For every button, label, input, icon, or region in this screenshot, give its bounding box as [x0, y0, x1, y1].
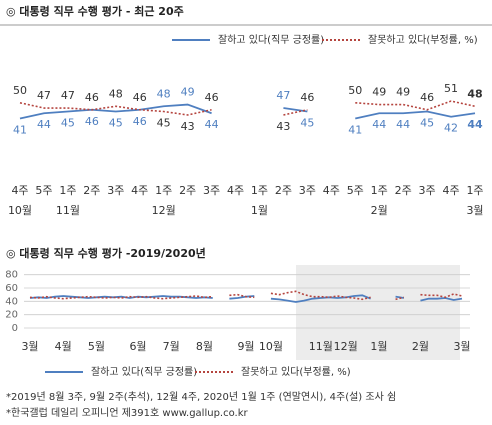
y-tick-label: 40	[5, 296, 18, 307]
value-label: 47	[276, 89, 290, 102]
x-tick-label: 11월	[56, 204, 80, 217]
series-line	[29, 294, 463, 303]
legend-label: 잘하고 있다(직무 긍정률)	[218, 33, 324, 46]
legend-label: 잘못하고 있다(부정률, %)	[368, 33, 478, 46]
chart-title: ◎ 대통령 직무 수행 평가 -2019/2020년	[6, 246, 206, 260]
value-label: 44	[467, 118, 483, 131]
series-line	[19, 100, 476, 116]
value-label: 45	[157, 117, 171, 130]
value-label: 46	[133, 91, 147, 104]
value-label: 50	[13, 84, 27, 97]
value-label: 51	[444, 82, 458, 95]
x-tick-label: 4월	[55, 340, 72, 353]
x-tick-label: 2주	[395, 184, 412, 197]
value-label: 46	[133, 115, 147, 128]
x-tick-label: 4주	[442, 184, 459, 197]
value-label: 44	[372, 118, 386, 131]
y-tick-label: 80	[5, 270, 18, 281]
x-tick-label: 1주	[155, 184, 172, 197]
x-tick-label: 5월	[88, 340, 105, 353]
x-tick-label: 1주	[59, 184, 76, 197]
value-label: 49	[181, 86, 195, 99]
value-label: 49	[396, 86, 410, 99]
legend-label: 잘하고 있다(직무 긍정률)	[91, 365, 197, 378]
footnote: *한국갤럽 데일리 오피니언 제391호 www.gallup.co.kr	[6, 407, 249, 419]
footnote: *2019년 8월 3주, 9월 2주(추석), 12월 4주, 2020년 1…	[6, 391, 396, 403]
x-tick-label: 1월	[370, 340, 387, 353]
value-label: 45	[61, 117, 75, 130]
y-tick-label: 0	[12, 323, 18, 334]
value-label: 41	[13, 123, 27, 136]
x-tick-label: 10월	[8, 204, 32, 217]
x-tick-label: 3주	[203, 184, 220, 197]
value-label: 45	[420, 117, 434, 130]
value-label: 44	[396, 118, 410, 131]
x-tick-label: 2주	[179, 184, 196, 197]
value-label: 49	[372, 86, 386, 99]
x-tick-label: 4주	[227, 184, 244, 197]
chart-title: ◎ 대통령 직무 수행 평가 - 최근 20주	[6, 4, 184, 18]
value-label: 43	[276, 120, 290, 133]
x-tick-label: 1주	[466, 184, 483, 197]
value-label: 46	[205, 91, 219, 104]
legend-label: 잘못하고 있다(부정률, %)	[241, 365, 351, 378]
highlight-band	[296, 265, 460, 360]
x-tick-label: 2월	[412, 340, 429, 353]
x-tick-label: 7월	[163, 340, 180, 353]
value-label: 46	[85, 115, 99, 128]
x-tick-label: 3주	[299, 184, 316, 197]
x-tick-label: 6월	[129, 340, 146, 353]
value-label: 46	[300, 91, 314, 104]
value-label: 46	[85, 91, 99, 104]
value-label: 41	[348, 123, 362, 136]
x-tick-label: 4주	[131, 184, 148, 197]
x-tick-label: 9월	[237, 340, 254, 353]
x-tick-label: 8월	[196, 340, 213, 353]
value-label: 44	[37, 118, 51, 131]
value-label: 42	[444, 122, 458, 135]
y-tick-label: 60	[5, 283, 18, 294]
x-tick-label: 2월	[371, 204, 388, 217]
value-label: 48	[109, 87, 123, 100]
x-tick-label: 3월	[453, 340, 470, 353]
x-tick-label: 10월	[259, 340, 283, 353]
value-label: 47	[37, 89, 51, 102]
x-tick-label: 1주	[251, 184, 268, 197]
x-tick-label: 2주	[83, 184, 100, 197]
value-label: 48	[157, 87, 171, 100]
x-tick-label: 3주	[419, 184, 436, 197]
value-label: 46	[420, 91, 434, 104]
value-label: 47	[61, 89, 75, 102]
value-label: 44	[205, 118, 219, 131]
x-tick-label: 1주	[371, 184, 388, 197]
x-tick-label: 2주	[275, 184, 292, 197]
x-tick-label: 3주	[107, 184, 124, 197]
value-label: 43	[181, 120, 195, 133]
value-label: 48	[467, 87, 482, 100]
x-tick-label: 12월	[334, 340, 358, 353]
x-tick-label: 11월	[309, 340, 333, 353]
value-label: 45	[300, 117, 314, 130]
series-line	[29, 290, 463, 301]
x-tick-label: 3월	[21, 340, 38, 353]
x-tick-label: 4주	[323, 184, 340, 197]
x-tick-label: 5주	[35, 184, 52, 197]
x-tick-label: 3월	[466, 204, 483, 217]
x-tick-label: 4주	[11, 184, 28, 197]
y-tick-label: 20	[5, 310, 18, 321]
x-tick-label: 12월	[152, 204, 176, 217]
value-label: 50	[348, 84, 362, 97]
x-tick-label: 5주	[347, 184, 364, 197]
x-tick-label: 1월	[251, 204, 268, 217]
value-label: 45	[109, 117, 123, 130]
